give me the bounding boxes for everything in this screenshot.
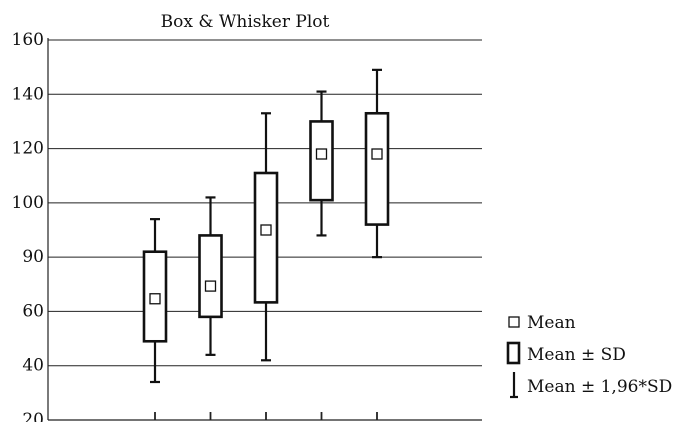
box-group (253, 112, 279, 362)
y-tick-label: 120 (12, 139, 44, 159)
box-group (309, 90, 334, 237)
legend-mean-label: Mean (527, 313, 576, 333)
legend-mean-swatch (508, 316, 520, 328)
sd-box (198, 234, 223, 319)
sd-box (364, 111, 390, 226)
y-tick-label: 20 (22, 410, 44, 422)
legend-ci-label: Mean ± 1,96*SD (527, 377, 672, 397)
mean-marker (371, 148, 383, 160)
y-tick-label: 40 (22, 356, 44, 376)
mean-marker (315, 148, 328, 160)
y-tick-label: 90 (22, 247, 44, 267)
legend-sd-label: Mean ± SD (527, 345, 626, 365)
axes: 20 40 60 90 100 120 140 160 (12, 30, 482, 422)
mean-marker (260, 224, 272, 236)
chart-title: Box & Whisker Plot (161, 12, 330, 32)
y-tick-label: 160 (12, 30, 44, 50)
box-group (364, 68, 390, 259)
y-tick-label: 100 (12, 193, 44, 213)
box-group (198, 196, 223, 356)
legend-ci-swatch (510, 372, 518, 399)
y-tick-label: 60 (22, 301, 44, 321)
boxes (142, 68, 390, 384)
mean-marker (204, 280, 217, 292)
mean-marker (149, 293, 161, 305)
y-tick-label: 140 (12, 84, 44, 104)
sd-box (253, 171, 279, 304)
sd-box (309, 120, 334, 202)
legend: Mean Mean ± SD Mean ± 1,96*SD (506, 313, 672, 399)
box-group (142, 218, 168, 384)
legend-sd-swatch (506, 341, 521, 365)
